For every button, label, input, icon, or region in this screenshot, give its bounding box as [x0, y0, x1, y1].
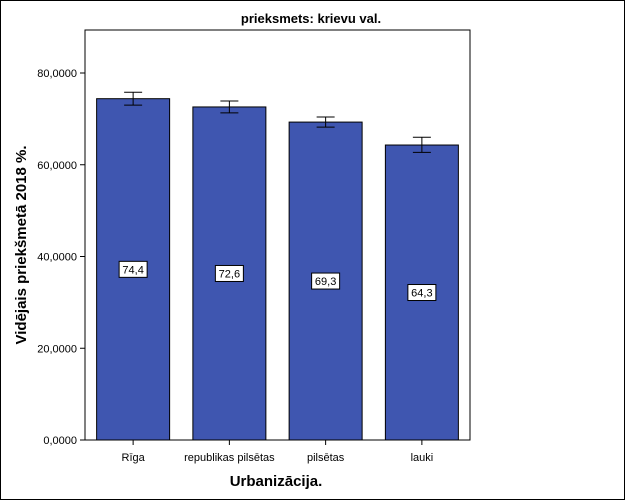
y-tick-label: 40,0000: [37, 252, 77, 264]
data-label: 72,6: [219, 268, 240, 280]
x-tick-label: Rīga: [122, 452, 146, 464]
bars-group: 74,4 72,6 69,3 64,3: [96, 91, 459, 441]
data-label-box: [311, 272, 341, 290]
y-axis-title: Vidējais priekšmetā 2018 %.: [13, 145, 30, 344]
data-label: 64,3: [411, 288, 432, 300]
y-tick-label: 0,0000: [43, 435, 77, 447]
data-label: 69,3: [315, 276, 336, 288]
x-axis: Rīga republikas pilsētas pilsētas lauki: [122, 440, 434, 464]
x-tick-label: lauki: [411, 452, 434, 464]
data-label-box: [214, 264, 244, 282]
x-axis-title: Urbanizācija.: [230, 473, 323, 490]
y-tick-label: 20,0000: [37, 343, 77, 355]
y-axis: 0,0000 20,0000 40,0000 60,0000 80,0000: [37, 68, 85, 447]
data-label: 74,4: [122, 264, 143, 276]
x-tick-label: republikas pilsētas: [184, 452, 275, 464]
y-tick-label: 80,0000: [37, 68, 77, 80]
data-label-box: [118, 260, 148, 278]
x-tick-label: pilsētas: [307, 452, 345, 464]
data-label-box: [407, 284, 437, 302]
chart-title: prieksmets: krievu val.: [241, 11, 381, 26]
y-tick-label: 60,0000: [37, 160, 77, 172]
